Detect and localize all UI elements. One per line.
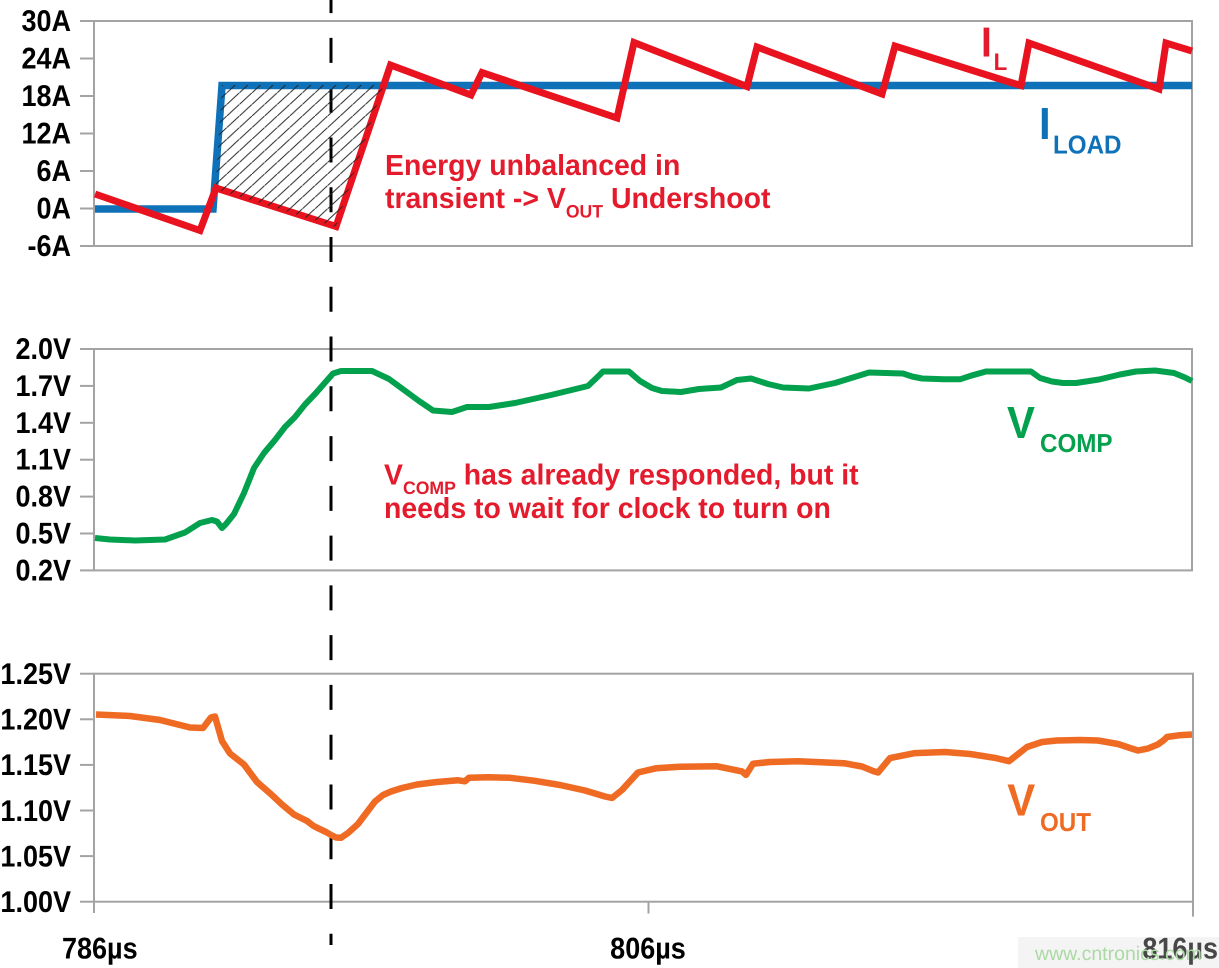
svg-text:1.10V: 1.10V [0,795,71,828]
svg-text:0.5V: 0.5V [15,518,71,551]
svg-text:V: V [1007,397,1035,448]
svg-text:L: L [994,49,1008,76]
svg-text:816µs: 816µs [1142,933,1218,966]
svg-text:0.2V: 0.2V [15,554,71,587]
svg-text:18A: 18A [21,80,71,113]
svg-text:OUT: OUT [1040,807,1091,837]
svg-text:LOAD: LOAD [1053,129,1122,159]
svg-text:1.00V: 1.00V [0,886,71,919]
svg-text:0A: 0A [36,193,71,226]
svg-text:0.8V: 0.8V [15,481,71,514]
svg-text:V: V [1007,775,1035,826]
svg-text:1.20V: 1.20V [0,704,71,737]
svg-text:806µs: 806µs [610,933,686,966]
svg-text:1.05V: 1.05V [0,840,71,873]
svg-text:2.0V: 2.0V [15,333,71,366]
svg-text:1.4V: 1.4V [15,407,71,440]
svg-text:needs to wait for clock to tur: needs to wait for clock to turn on [384,493,831,525]
svg-text:1.1V: 1.1V [15,444,71,477]
svg-text:COMP: COMP [1040,428,1113,458]
svg-text:1.15V: 1.15V [0,749,71,782]
svg-text:6A: 6A [36,155,71,188]
svg-text:-6A: -6A [27,230,71,263]
svg-text:24A: 24A [21,43,71,76]
svg-text:I: I [1039,98,1051,149]
svg-text:1.7V: 1.7V [15,370,71,403]
svg-text:30A: 30A [21,5,71,38]
svg-text:786µs: 786µs [62,933,138,966]
svg-text:12A: 12A [21,118,71,151]
svg-text:I: I [981,19,992,66]
svg-text:1.25V: 1.25V [0,658,71,691]
svg-text:www.cntronics.com: www.cntronics.com [1034,943,1202,965]
svg-text:Energy unbalanced in: Energy unbalanced in [385,150,680,182]
